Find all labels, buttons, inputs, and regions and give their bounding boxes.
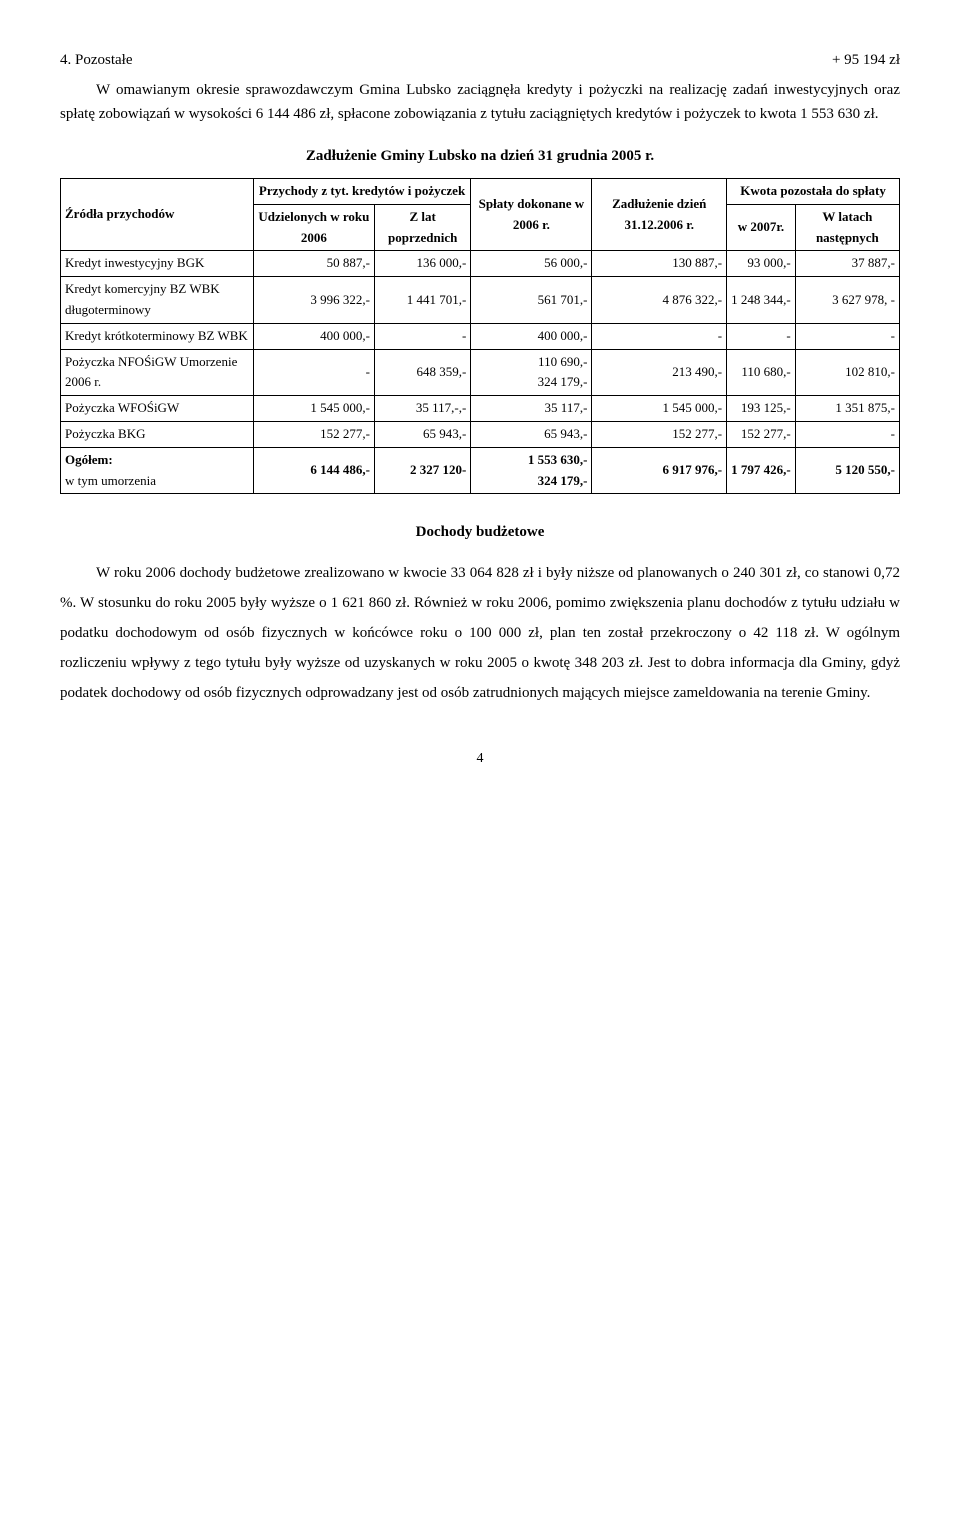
table-row: Pożyczka NFOŚiGW Umorzenie 2006 r.-648 3… xyxy=(61,349,900,396)
row-value: 2 327 120- xyxy=(374,447,470,494)
row-value: 6 144 486,- xyxy=(253,447,374,494)
th-sources: Źródła przychodów xyxy=(61,179,254,251)
row-value: 152 277,- xyxy=(727,421,796,447)
row-value: 193 125,- xyxy=(727,396,796,422)
row-value: 6 917 976,- xyxy=(592,447,727,494)
row-value: - xyxy=(795,421,899,447)
row-value: 65 943,- xyxy=(374,421,470,447)
row-value: 152 277,- xyxy=(253,421,374,447)
row-label: Pożyczka NFOŚiGW Umorzenie 2006 r. xyxy=(61,349,254,396)
row-value: 35 117,-,- xyxy=(374,396,470,422)
row-value: 93 000,- xyxy=(727,251,796,277)
row-value: - xyxy=(795,323,899,349)
intro-paragraph: W omawianym okresie sprawozdawczym Gmina… xyxy=(60,78,900,126)
row-value: 110 680,- xyxy=(727,349,796,396)
th-previous-years: Z lat poprzednich xyxy=(374,204,470,251)
row-value: - xyxy=(727,323,796,349)
row-label: Kredyt inwestycyjny BGK xyxy=(61,251,254,277)
table-row: Kredyt krótkoterminowy BZ WBK400 000,--4… xyxy=(61,323,900,349)
row-value: 1 545 000,- xyxy=(253,396,374,422)
row-label: Pożyczka BKG xyxy=(61,421,254,447)
row-value: 56 000,- xyxy=(471,251,592,277)
list-item-label: 4. Pozostałe xyxy=(60,48,133,72)
row-value: 1 351 875,- xyxy=(795,396,899,422)
row-value: 1 441 701,- xyxy=(374,277,470,324)
row-label: Pożyczka WFOŚiGW xyxy=(61,396,254,422)
th-debt: Zadłużenie dzień 31.12.2006 r. xyxy=(592,179,727,251)
table-row: Pożyczka WFOŚiGW1 545 000,-35 117,-,-35 … xyxy=(61,396,900,422)
row-value: 5 120 550,- xyxy=(795,447,899,494)
row-value: 3 627 978, - xyxy=(795,277,899,324)
row-value: - xyxy=(374,323,470,349)
row-value: 561 701,- xyxy=(471,277,592,324)
income-heading: Dochody budżetowe xyxy=(60,520,900,544)
row-value: - xyxy=(253,349,374,396)
row-value: 65 943,- xyxy=(471,421,592,447)
row-value: 37 887,- xyxy=(795,251,899,277)
th-income-top: Przychody z tyt. kredytów i pożyczek xyxy=(253,179,471,205)
row-value: 136 000,- xyxy=(374,251,470,277)
row-value: 4 876 322,- xyxy=(592,277,727,324)
row-value: 35 117,- xyxy=(471,396,592,422)
row-value: 1 553 630,-324 179,- xyxy=(471,447,592,494)
income-paragraph: W roku 2006 dochody budżetowe zrealizowa… xyxy=(60,558,900,708)
th-granted-2006: Udzielonych w roku 2006 xyxy=(253,204,374,251)
table-row: Kredyt inwestycyjny BGK50 887,-136 000,-… xyxy=(61,251,900,277)
row-label: Ogółem:w tym umorzenia xyxy=(61,447,254,494)
row-value: 213 490,- xyxy=(592,349,727,396)
debt-table: Źródła przychodów Przychody z tyt. kredy… xyxy=(60,178,900,494)
th-repayments: Spłaty dokonane w 2006 r. xyxy=(471,179,592,251)
row-value: 130 887,- xyxy=(592,251,727,277)
row-value: 400 000,- xyxy=(471,323,592,349)
row-value: 400 000,- xyxy=(253,323,374,349)
row-value: 1 545 000,- xyxy=(592,396,727,422)
list-item-value: + 95 194 zł xyxy=(832,48,900,72)
row-value: 110 690,-324 179,- xyxy=(471,349,592,396)
list-item-pozostale: 4. Pozostałe + 95 194 zł xyxy=(60,48,900,72)
th-following: W latach następnych xyxy=(795,204,899,251)
row-value: - xyxy=(592,323,727,349)
row-value: 3 996 322,- xyxy=(253,277,374,324)
table-row: Pożyczka BKG152 277,-65 943,-65 943,-152… xyxy=(61,421,900,447)
row-value: 1 797 426,- xyxy=(727,447,796,494)
row-value: 1 248 344,- xyxy=(727,277,796,324)
row-value: 648 359,- xyxy=(374,349,470,396)
table-row: Ogółem:w tym umorzenia6 144 486,-2 327 1… xyxy=(61,447,900,494)
row-value: 152 277,- xyxy=(592,421,727,447)
table-row: Kredyt komercyjny BZ WBK długoterminowy3… xyxy=(61,277,900,324)
row-value: 102 810,- xyxy=(795,349,899,396)
th-remaining-top: Kwota pozostała do spłaty xyxy=(727,179,900,205)
debt-table-title: Zadłużenie Gminy Lubsko na dzień 31 grud… xyxy=(60,144,900,168)
row-label: Kredyt komercyjny BZ WBK długoterminowy xyxy=(61,277,254,324)
row-label: Kredyt krótkoterminowy BZ WBK xyxy=(61,323,254,349)
page-number: 4 xyxy=(60,748,900,770)
row-value: 50 887,- xyxy=(253,251,374,277)
th-2007: w 2007r. xyxy=(727,204,796,251)
